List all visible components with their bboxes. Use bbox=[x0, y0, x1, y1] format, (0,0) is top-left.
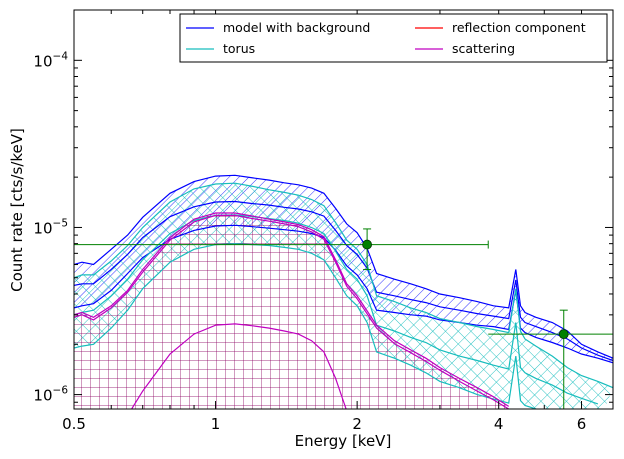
plot-frame bbox=[73, 9, 614, 410]
line-model_mid bbox=[74, 200, 613, 362]
tick-labels: 0.5 1 2 4 6 10−6 10−5 10−4 bbox=[33, 50, 586, 433]
line-scatter_mid bbox=[74, 214, 510, 409]
y-tick-label-2: 10−4 bbox=[33, 50, 68, 70]
x-axis-title: Energy [keV] bbox=[295, 432, 392, 450]
data-point-0 bbox=[362, 239, 373, 250]
line-scatter_upper bbox=[74, 212, 510, 407]
legend-label-scattering: scattering bbox=[452, 41, 515, 56]
line-scatter_lower bbox=[130, 323, 347, 409]
legend-box bbox=[179, 13, 608, 63]
data-point-1 bbox=[558, 329, 569, 340]
x-tick-label-1: 1 bbox=[211, 415, 221, 433]
x-tick-label-3: 4 bbox=[494, 415, 504, 433]
series-lines bbox=[74, 174, 613, 409]
data-points bbox=[74, 228, 613, 409]
legend-label-reflection: reflection component bbox=[452, 20, 586, 35]
y-tick-label-1: 10−5 bbox=[33, 217, 68, 237]
line-model_upper bbox=[74, 174, 613, 359]
legend-label-torus: torus bbox=[223, 41, 255, 56]
x-tick-label-0: 0.5 bbox=[62, 415, 86, 433]
line-torus_mid bbox=[74, 214, 599, 405]
legend-label-model: model with background bbox=[223, 20, 370, 35]
line-torus_lower bbox=[74, 243, 538, 409]
y-tick-label-0: 10−6 bbox=[33, 385, 68, 405]
x-tick-label-4: 6 bbox=[577, 415, 587, 433]
y-axis-title: Count rate [cts/s/keV] bbox=[8, 128, 26, 292]
x-tick-label-2: 2 bbox=[352, 415, 362, 433]
legend: model with background torus reflection c… bbox=[179, 13, 608, 63]
line-torus_upper bbox=[74, 182, 613, 389]
